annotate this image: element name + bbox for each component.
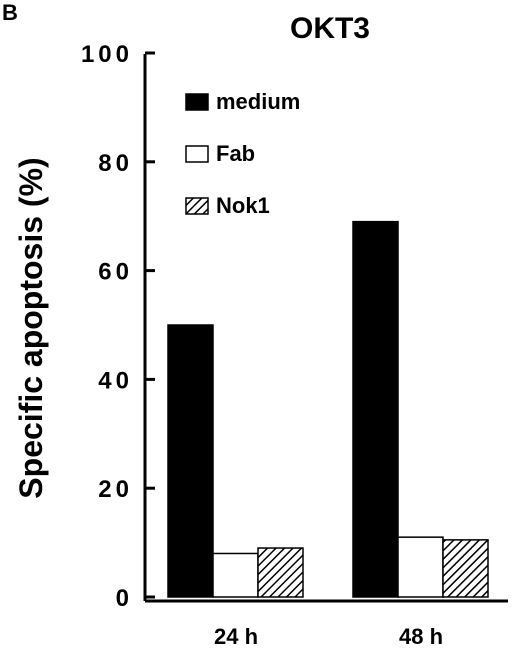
bar-medium-2	[352, 220, 399, 598]
bar-fab-1	[212, 552, 259, 598]
x-category-label: 48 h	[399, 624, 443, 649]
legend-swatch-fab	[185, 145, 209, 163]
legend-label-fab: Fab	[216, 141, 255, 166]
y-tick-label: 60	[98, 259, 133, 286]
chart-title: OKT3	[290, 12, 370, 45]
panel-label: B	[2, 0, 18, 25]
legend-swatch-nok1	[185, 197, 209, 215]
x-category-label: 24 h	[214, 624, 258, 649]
y-tick-label: 20	[98, 476, 133, 503]
y-tick-label: 100	[81, 41, 133, 68]
y-tick-label: 40	[98, 367, 133, 394]
bar-nok1-1	[257, 547, 304, 598]
y-tick-label: 0	[116, 585, 133, 612]
legend-label-medium: medium	[216, 89, 300, 114]
y-axis-label: Specific apoptosis (%)	[13, 157, 49, 498]
bar-medium-1	[167, 324, 214, 598]
bar-nok1-2	[442, 539, 489, 598]
legend-label-nok1: Nok1	[216, 193, 270, 218]
legend-swatch-medium	[185, 93, 209, 111]
bar-fab-2	[397, 536, 444, 598]
y-tick-label: 80	[98, 150, 133, 177]
